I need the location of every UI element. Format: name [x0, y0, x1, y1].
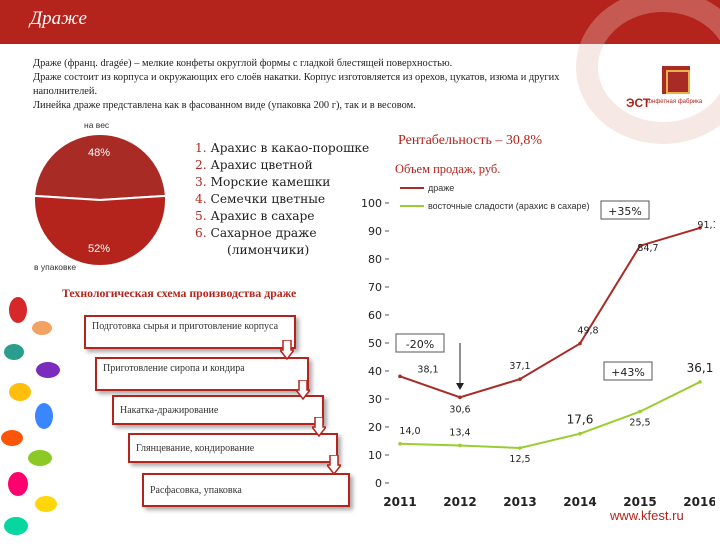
x-tick-label: 2014: [563, 495, 596, 509]
y-tick-label: 80: [368, 253, 382, 266]
desc-line-2: Драже состоит из корпуса и окружающих ег…: [33, 72, 560, 97]
data-point: [398, 374, 402, 379]
flow-step-4: Глянцевание, кондирование: [128, 433, 338, 463]
data-point: [518, 377, 522, 381]
badge-minus20: -20%: [406, 338, 434, 351]
candies-image: [0, 290, 70, 540]
data-point: [398, 442, 402, 446]
pie-value-bottom: 52%: [88, 243, 110, 255]
pie-label-top: на вес: [84, 120, 110, 130]
list-item: 2. Арахис цветной: [195, 158, 313, 172]
list-item: 4. Семечки цветные: [195, 192, 326, 206]
data-point: [518, 446, 522, 450]
pie-svg: 48% 52%: [33, 132, 167, 267]
x-tick-label: 2013: [503, 495, 536, 509]
y-tick-label: 0: [375, 477, 382, 490]
page-title: Драже: [30, 8, 87, 29]
x-tick-label: 2016: [683, 495, 715, 509]
badge-plus43: +43%: [611, 366, 645, 379]
data-label: 49,8: [577, 326, 598, 337]
data-label: 12,5: [509, 454, 530, 465]
down-arrow-icon: [327, 455, 341, 475]
flow-step-3: Накатка-дражирование: [112, 395, 324, 425]
flow-step-5: Расфасовка, упаковка: [142, 473, 350, 507]
website-link[interactable]: www.kfest.ru: [610, 508, 684, 523]
badge-minus20-box: [395, 333, 445, 353]
data-label: 36,1: [687, 361, 714, 375]
list-item-sub: (лимончики): [227, 243, 310, 257]
sales-line-chart: 0 10 20 30 40 50 60 70 80 90 100 2011 2012 2013 2014 20…: [361, 183, 715, 509]
pie-label-bottom: в упаковке: [34, 262, 77, 272]
logo-text: конфетная фабрика: [646, 99, 703, 105]
flow-title: Технологическая схема производства драже: [62, 286, 297, 300]
logo-mark: ЭСТ: [626, 96, 651, 110]
data-label: 37,1: [509, 361, 530, 372]
x-tick-label: 2015: [623, 495, 656, 509]
company-logo: ЭСТ конфетная фабрика: [626, 66, 706, 122]
data-point: [458, 395, 462, 400]
data-point: [698, 226, 702, 230]
badge-plus35: +35%: [608, 205, 642, 218]
y-tick-label: 10: [368, 449, 382, 462]
data-point: [698, 380, 702, 384]
description: Драже (франц. dragée) – мелкие конфеты о…: [33, 57, 618, 113]
data-point: [578, 431, 582, 436]
data-label: 91,1: [697, 220, 715, 231]
data-point: [578, 341, 582, 346]
y-tick-label: 70: [368, 281, 382, 294]
x-tick-label: 2011: [383, 495, 416, 509]
y-tick-label: 40: [368, 365, 382, 378]
chart-title: Объем продаж, руб.: [395, 162, 501, 176]
legend-label: драже: [428, 183, 454, 193]
list-item: 5. Арахис в сахаре: [195, 209, 315, 223]
flow-step-2: Приготовление сиропа и кондира: [95, 357, 309, 391]
pie-slice-0: [33, 132, 167, 202]
pie-value-top: 48%: [88, 147, 110, 159]
assortment-list: 1. Арахис в какао-порошке 2. Арахис цвет…: [195, 140, 369, 259]
data-label: 30,6: [449, 404, 470, 415]
list-item: 6. Сахарное драже: [195, 226, 317, 240]
profitability-label: Рентабельность – 30,8%: [398, 133, 543, 148]
data-point: [638, 409, 642, 414]
candy-decoration: [1, 297, 60, 535]
flow-step-1: Подготовка сырья и приготовление корпуса: [84, 315, 296, 349]
down-arrow-icon: [296, 380, 310, 400]
pie-slice-1: [33, 194, 167, 267]
y-tick-label: 30: [368, 393, 382, 406]
data-label: 13,4: [449, 427, 470, 438]
down-arrow-icon: [312, 417, 326, 437]
badge-arrowhead: [456, 383, 464, 390]
y-tick-label: 90: [368, 225, 382, 238]
data-point: [458, 443, 462, 448]
pie-chart: на вес 48% 52% в упаковке: [30, 120, 170, 280]
down-arrow-icon: [280, 340, 294, 360]
x-tick-label: 2012: [443, 495, 476, 509]
list-item: 1. Арахис в какао-порошке: [195, 141, 370, 155]
data-point: [638, 244, 642, 248]
series-line-1: [399, 381, 701, 450]
legend-label: восточные сладости (арахис в сахаре): [428, 201, 590, 211]
list-item: 3. Морские камешки: [195, 175, 331, 189]
title-bar: Драже: [0, 0, 720, 144]
badge-plus35-box: [600, 200, 650, 220]
y-tick-label: 20: [368, 421, 382, 434]
y-tick-label: 60: [368, 309, 382, 322]
y-tick-label: 50: [368, 337, 382, 350]
series-line-0: [399, 226, 701, 399]
data-label: 38,1: [417, 364, 438, 375]
data-label: 17,6: [567, 413, 594, 427]
ribbon-icon: [666, 70, 690, 94]
desc-line-1: Драже (франц. dragée) – мелкие конфеты о…: [33, 58, 453, 69]
data-label: 84,7: [637, 243, 658, 254]
y-tick-label: 100: [361, 197, 382, 210]
data-label: 14,0: [399, 426, 420, 437]
data-label: 25,5: [629, 418, 650, 429]
desc-line-3: Линейка драже представлена как в фасован…: [33, 100, 416, 111]
badge-plus43-box: [603, 361, 653, 381]
